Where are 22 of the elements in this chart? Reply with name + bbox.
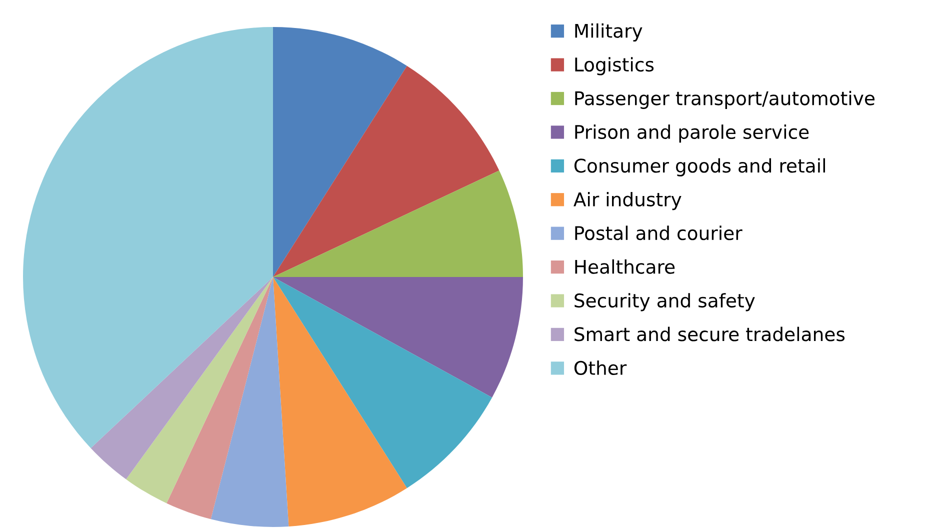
legend-label: Prison and parole service: [575, 124, 809, 143]
legend-label: Military: [575, 23, 642, 42]
pie-slice: [210, 277, 289, 527]
legend-label: Healthcare: [575, 259, 675, 274]
legend-label: Passenger transport/automotive: [575, 90, 874, 109]
legend-label: Consumer goods and retail: [574, 158, 826, 176]
pie-slice: [273, 277, 492, 488]
legend-label: Security and safety: [574, 293, 755, 312]
pie-slice: [23, 27, 273, 448]
pie-slice: [273, 66, 500, 277]
legend-label: Air industry: [574, 192, 682, 210]
legend-label: Postal and courier: [575, 226, 742, 240]
pie-slice: [90, 277, 273, 480]
pie-slice: [273, 277, 407, 527]
pie-slice: [273, 170, 523, 277]
pie-slice: [126, 277, 273, 504]
legend-label: Other: [574, 360, 627, 376]
pie-slice: [273, 27, 407, 277]
legend-label: Logistics: [575, 57, 654, 76]
pie-slice: [273, 277, 523, 398]
pie-slice: [166, 277, 273, 520]
legend-label: Smart and secure tradelanes: [574, 326, 845, 342]
